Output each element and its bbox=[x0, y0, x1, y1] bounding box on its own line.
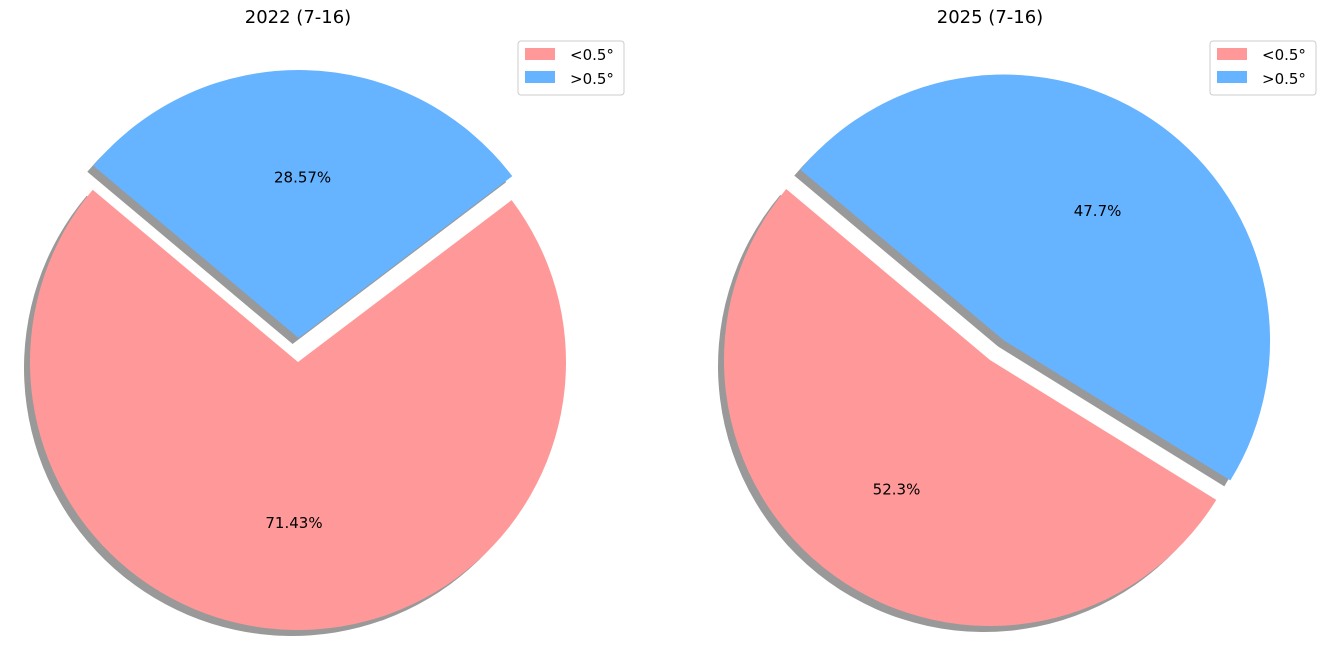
legend: <0.5° >0.5° bbox=[517, 40, 625, 96]
pie-chart-2025: 2025 (7-16) 52.3% 47.7% <0.5° >0.5° bbox=[718, 7, 1317, 633]
legend-swatch bbox=[1217, 48, 1247, 60]
pie-slice bbox=[800, 74, 1271, 481]
pie-slice-label: 47.7% bbox=[1074, 202, 1122, 220]
legend-label: <0.5° bbox=[570, 46, 614, 64]
pie-slice bbox=[29, 189, 566, 631]
legend-swatch bbox=[1217, 71, 1247, 83]
pie-area: 52.3% 47.7% bbox=[718, 74, 1271, 633]
pie-chart-2022: 2022 (7-16) 71.43% 28.57% <0.5° >0.5° bbox=[24, 7, 625, 637]
legend-label: <0.5° bbox=[1262, 46, 1306, 64]
pie-area: 71.43% 28.57% bbox=[24, 70, 566, 637]
legend-swatch bbox=[525, 48, 555, 60]
chart-title: 2025 (7-16) bbox=[937, 7, 1043, 28]
legend-swatch bbox=[525, 71, 555, 83]
pie-slice-label: 71.43% bbox=[265, 514, 322, 532]
chart-title: 2022 (7-16) bbox=[245, 7, 351, 28]
pie-slice-label: 28.57% bbox=[274, 168, 331, 186]
pie-slice-label: 52.3% bbox=[873, 480, 921, 498]
legend-label: >0.5° bbox=[570, 70, 614, 88]
pie-slice bbox=[93, 70, 513, 339]
legend-label: >0.5° bbox=[1262, 70, 1306, 88]
legend: <0.5° >0.5° bbox=[1209, 40, 1317, 96]
pie-slice bbox=[724, 189, 1217, 626]
